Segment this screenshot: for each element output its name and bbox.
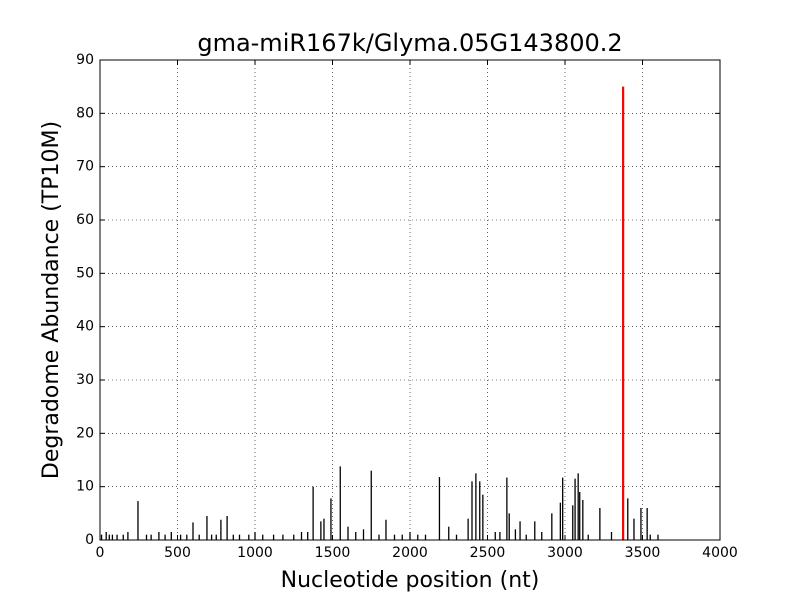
x-tick-label: 2000 bbox=[392, 545, 428, 561]
x-tick-label: 4000 bbox=[702, 545, 738, 561]
y-tick-label: 80 bbox=[76, 105, 94, 121]
y-tick-label: 30 bbox=[76, 372, 94, 388]
x-tick-label: 500 bbox=[164, 545, 191, 561]
y-tick-label: 20 bbox=[76, 425, 94, 441]
x-axis-label: Nucleotide position (nt) bbox=[281, 568, 540, 593]
plot-frame bbox=[99, 59, 721, 541]
y-tick-label: 50 bbox=[76, 265, 94, 281]
y-tick-label: 90 bbox=[76, 52, 94, 68]
x-tick-label: 3000 bbox=[547, 545, 583, 561]
x-tick-label: 0 bbox=[96, 545, 105, 561]
y-tick-label: 40 bbox=[76, 319, 94, 335]
y-axis-label: Degradome Abundance (TP10M) bbox=[39, 121, 64, 479]
y-tick-label: 70 bbox=[76, 159, 94, 175]
y-tick-label: 10 bbox=[76, 479, 94, 495]
x-tick-label: 3500 bbox=[625, 545, 661, 561]
y-tick-label: 0 bbox=[85, 532, 94, 548]
x-tick-label: 2500 bbox=[470, 545, 506, 561]
chart-title: gma-miR167k/Glyma.05G143800.2 bbox=[197, 29, 622, 57]
x-tick-label: 1000 bbox=[237, 545, 273, 561]
x-tick-label: 1500 bbox=[315, 545, 351, 561]
y-tick-label: 60 bbox=[76, 212, 94, 228]
